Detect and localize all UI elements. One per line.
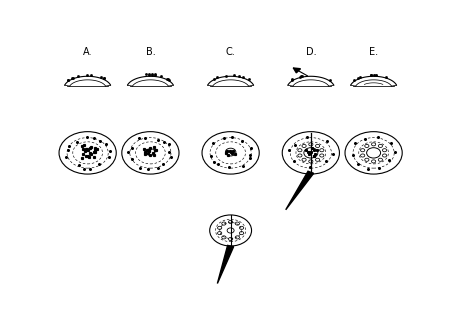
Text: E.: E. <box>369 47 378 57</box>
Text: A.: A. <box>83 47 92 57</box>
Polygon shape <box>293 68 301 73</box>
Circle shape <box>367 148 381 158</box>
Text: C.: C. <box>226 47 235 57</box>
Polygon shape <box>286 171 314 210</box>
Text: B.: B. <box>145 47 155 57</box>
Polygon shape <box>217 245 234 284</box>
Text: D.: D. <box>306 47 316 57</box>
